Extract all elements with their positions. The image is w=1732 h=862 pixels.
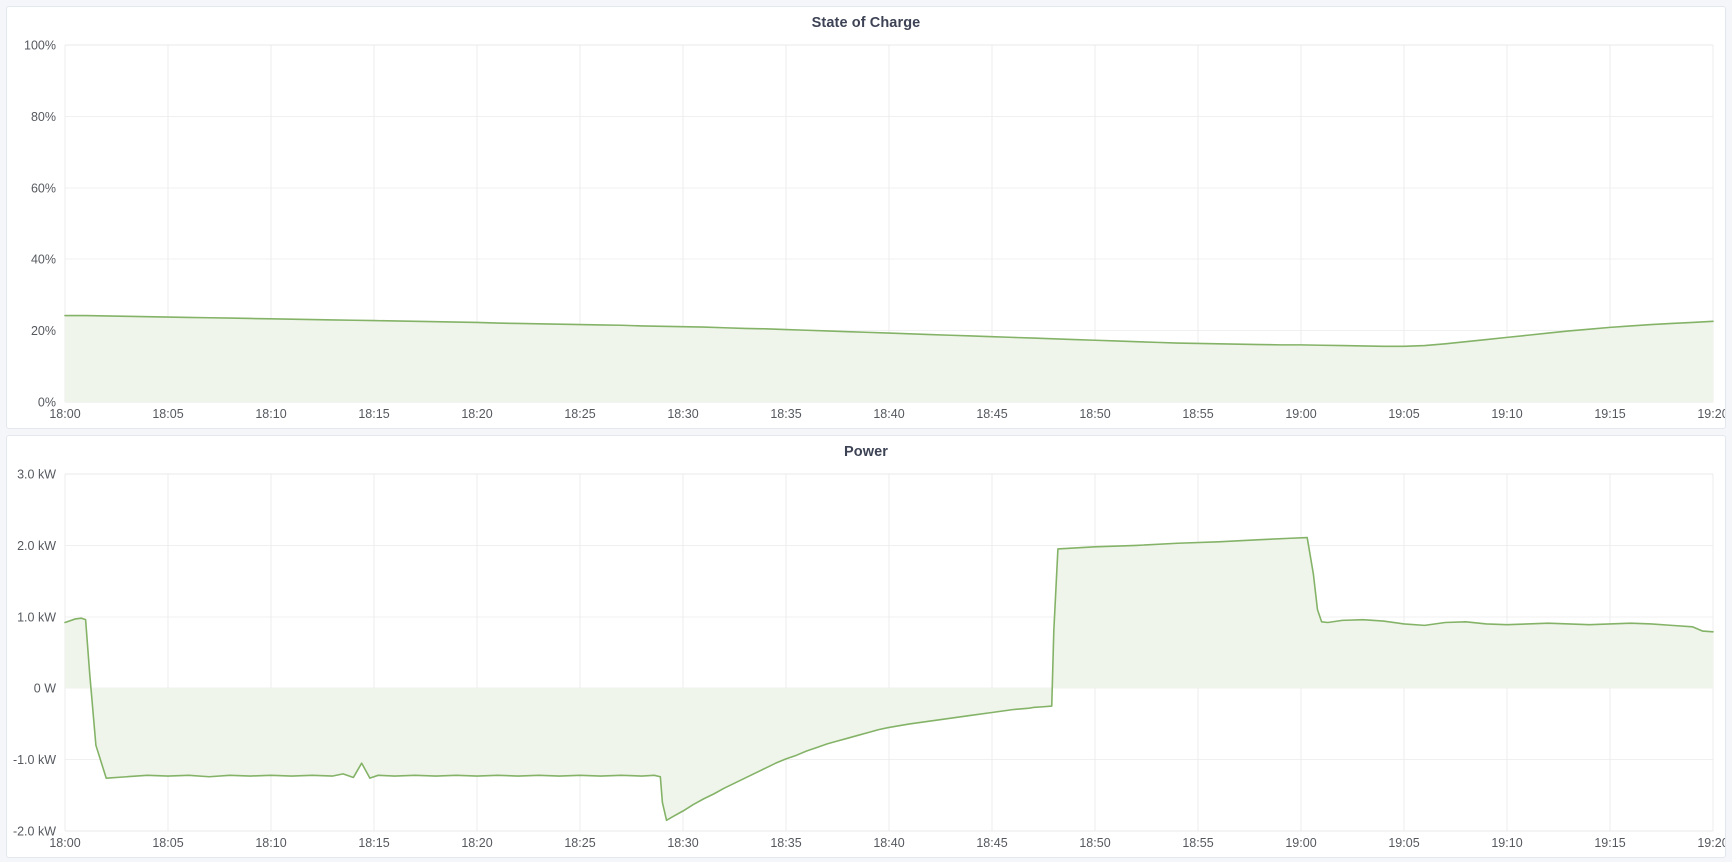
y-tick-label: 20% — [31, 324, 56, 338]
series-area-power — [65, 537, 1713, 821]
x-tick-label: 19:10 — [1491, 407, 1522, 421]
panel-title-state-of-charge: State of Charge — [811, 15, 921, 31]
y-tick-label: 1.0 kW — [17, 610, 56, 624]
x-tick-label: 18:35 — [770, 407, 801, 421]
x-tick-label: 18:05 — [152, 407, 183, 421]
y-tick-label: 0% — [38, 396, 56, 410]
x-tick-label: 18:35 — [770, 836, 801, 850]
x-tick-label: 19:05 — [1388, 836, 1419, 850]
y-tick-label: -1.0 kW — [13, 753, 56, 767]
series-line-power — [64, 536, 1714, 822]
y-tick-label: 100% — [24, 39, 56, 53]
y-tick-label: 2.0 kW — [17, 539, 56, 553]
x-tick-label: 19:15 — [1594, 836, 1625, 850]
x-tick-label: 18:55 — [1182, 407, 1213, 421]
x-tick-label: 19:15 — [1594, 407, 1625, 421]
x-tick-label: 19:20 — [1697, 407, 1725, 421]
x-tick-label: 19:10 — [1491, 836, 1522, 850]
x-tick-label: 18:50 — [1079, 836, 1110, 850]
x-tick-label: 18:10 — [255, 407, 286, 421]
x-tick-label: 18:45 — [976, 407, 1007, 421]
panel-title-power: Power — [843, 444, 888, 460]
y-tick-label: 80% — [31, 110, 56, 124]
plot-area-power: 3.0 kW 2.0 kW 1.0 kW 0 W -1.0 kW -2.0 kW 18:00… — [7, 464, 1725, 857]
y-tick-label: 3.0 kW — [17, 468, 56, 482]
x-tick-label: 18:25 — [564, 407, 595, 421]
x-tick-label: 19:00 — [1285, 407, 1316, 421]
x-tick-label: 18:50 — [1079, 407, 1110, 421]
panel-state-of-charge: State of Charge 100% 80% 60% 40% 20% 0% 18:00 1… — [6, 6, 1726, 429]
plot-area-state-of-charge: 100% 80% 60% 40% 20% 0% 18:00 18:05 18:10 18:15 18… — [7, 35, 1725, 428]
x-tick-label: 18:00 — [49, 836, 80, 850]
series-line-soc — [64, 314, 1714, 348]
panel-power: Power 3.0 kW 2.0 kW 1.0 kW 0 W -1.0 kW -2.0 k… — [6, 435, 1726, 858]
x-tick-label: 18:45 — [976, 836, 1007, 850]
y-tick-label: 0 W — [34, 682, 56, 696]
x-tick-label: 19:00 — [1285, 836, 1316, 850]
x-tick-label: 18:15 — [358, 407, 389, 421]
x-tick-label: 18:40 — [873, 836, 904, 850]
x-tick-label: 18:00 — [49, 407, 80, 421]
x-tick-label: 18:30 — [667, 407, 698, 421]
x-tick-label: 18:30 — [667, 836, 698, 850]
x-tick-label: 19:05 — [1388, 407, 1419, 421]
x-tick-label: 18:20 — [461, 407, 492, 421]
x-tick-label: 18:15 — [358, 836, 389, 850]
x-tick-label: 18:40 — [873, 407, 904, 421]
y-tick-label: 40% — [31, 253, 56, 267]
x-tick-label: 19:20 — [1697, 836, 1725, 850]
x-tick-label: 18:20 — [461, 836, 492, 850]
chart-state-of-charge[interactable]: 100% 80% 60% 40% 20% 0%18:00 18:05 18:10 18:15 18… — [7, 35, 1725, 428]
y-tick-label: -2.0 kW — [13, 825, 56, 839]
x-tick-label: 18:10 — [255, 836, 286, 850]
y-tick-label: 60% — [31, 181, 56, 195]
series-area-soc — [65, 315, 1713, 402]
x-tick-label: 18:05 — [152, 836, 183, 850]
x-tick-label: 18:55 — [1182, 836, 1213, 850]
x-tick-label: 18:25 — [564, 836, 595, 850]
chart-power[interactable]: 3.0 kW 2.0 kW 1.0 kW 0 W -1.0 kW -2.0 kW18:00… — [7, 464, 1725, 857]
